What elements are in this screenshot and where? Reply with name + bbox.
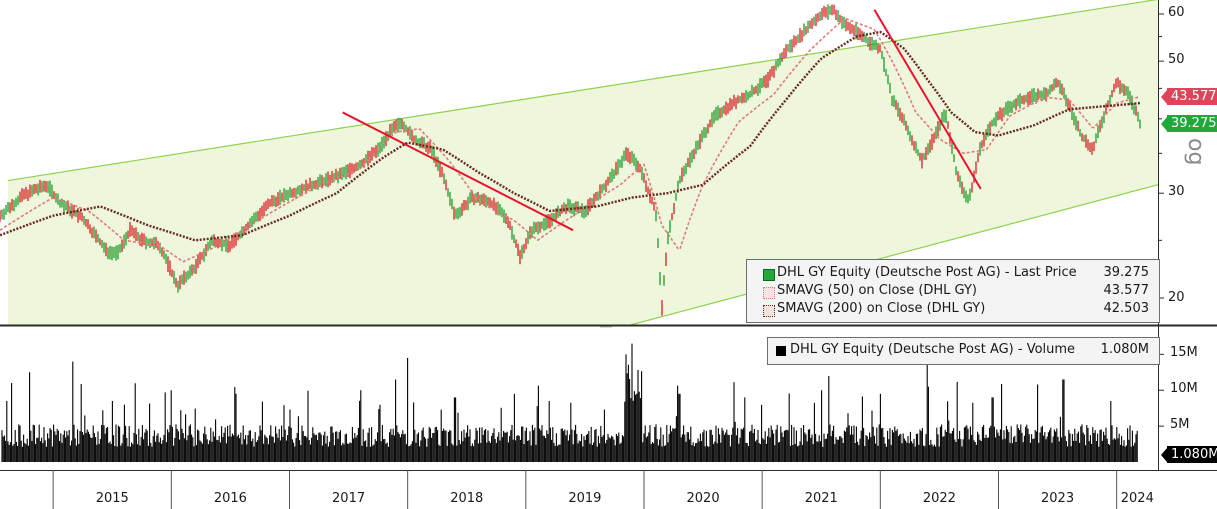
volume-plot-area — [1, 343, 1138, 462]
volume-y-tick: 10M — [1170, 381, 1198, 396]
volume-value-tag: 1.080M — [1160, 446, 1217, 463]
trendline — [873, 9, 982, 190]
legend-entry-sma200: SMAVG (200) on Close (DHL GY) 42.503 — [747, 301, 1159, 318]
legend-value: 42.503 — [1103, 301, 1150, 316]
legend-value: 39.275 — [1103, 265, 1150, 280]
x-axis-year-label: 2022 — [922, 491, 956, 506]
legend-value: 43.577 — [1103, 283, 1150, 298]
legend-label: DHL GY Equity (Deutsche Post AG) - Last … — [777, 265, 1077, 280]
legend-entry-price: DHL GY Equity (Deutsche Post AG) - Last … — [747, 265, 1159, 282]
legend-label: SMAVG (200) on Close (DHL GY) — [777, 301, 986, 316]
price-y-tick: 20 — [1168, 290, 1185, 305]
x-axis-year-label: 2019 — [568, 491, 602, 506]
x-axis-year-label: 2023 — [1041, 491, 1075, 506]
channel-upper-line — [7, 0, 1158, 182]
x-axis-year-label: 2021 — [804, 491, 838, 506]
scale-label: og — [1183, 138, 1208, 166]
legend-label: SMAVG (50) on Close (DHL GY) — [777, 283, 977, 298]
x-axis-year-label: 2024 — [1120, 491, 1154, 506]
volume-y-tick: 15M — [1170, 345, 1198, 360]
legend-swatch-sma50 — [763, 287, 775, 299]
price-y-tick: 50 — [1168, 52, 1185, 67]
price-plot-area — [0, 0, 1159, 325]
price-panel — [0, 0, 1159, 325]
legend-value: 1.080M — [1100, 342, 1149, 357]
price-value-tag: 39.275 — [1161, 115, 1217, 132]
legend-entry-volume: DHL GY Equity (Deutsche Post AG) - Volum… — [768, 342, 1159, 359]
legend-swatch-price — [763, 269, 775, 281]
x-axis-year-label: 2018 — [450, 491, 484, 506]
sma50-value-tag: 43.577 — [1161, 88, 1217, 105]
sma200-line — [0, 30, 1141, 242]
channel-fill — [8, 0, 1158, 325]
sma50-line — [0, 17, 1141, 263]
trendline — [342, 111, 574, 232]
legend-swatch-volume — [776, 346, 786, 356]
legend-label: DHL GY Equity (Deutsche Post AG) - Volum… — [790, 342, 1076, 357]
legend-swatch-sma200 — [763, 305, 775, 317]
channel-lower-line — [627, 184, 1159, 325]
x-axis-year-label: 2015 — [95, 491, 129, 506]
price-y-tick: 60 — [1168, 5, 1185, 20]
left-margin — [0, 180, 8, 325]
price-y-tick: 30 — [1168, 184, 1185, 199]
volume-panel — [1, 343, 1138, 462]
x-axis-year-label: 2017 — [332, 491, 366, 506]
x-axis-year-label: 2016 — [213, 491, 247, 506]
x-axis-year-label: 2020 — [686, 491, 720, 506]
volume-legend: DHL GY Equity (Deutsche Post AG) - Volum… — [767, 337, 1160, 365]
volume-y-tick: 5M — [1170, 417, 1190, 432]
legend-entry-sma50: SMAVG (50) on Close (DHL GY) 43.577 — [747, 283, 1159, 300]
price-legend: DHL GY Equity (Deutsche Post AG) - Last … — [746, 259, 1160, 323]
